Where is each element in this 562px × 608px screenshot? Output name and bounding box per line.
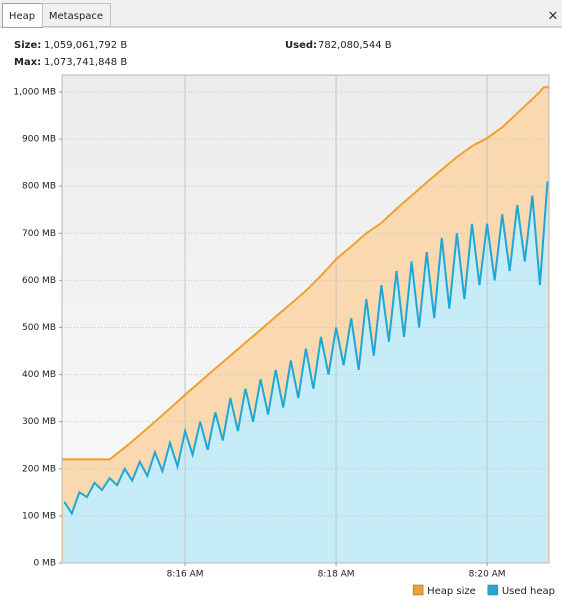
stat-label: Max:: [14, 57, 41, 68]
x-tick-label: 8:18 AM: [318, 570, 355, 580]
legend-label: Heap size: [427, 586, 476, 597]
series-line: [62, 86, 549, 461]
stat-value: 1,059,061,792 B: [44, 40, 127, 51]
tab-label[interactable]: Metaspace: [49, 11, 103, 22]
y-tick-label: 100 MB: [22, 511, 56, 521]
x-tick-label: 8:16 AM: [167, 570, 204, 580]
y-tick-label: 1,000 MB: [13, 87, 56, 97]
y-tick-label: 600 MB: [22, 276, 56, 286]
y-tick-label: 500 MB: [22, 323, 56, 333]
stat-label: Used:: [285, 40, 317, 51]
tab[interactable]: [42, 3, 111, 27]
y-tick-label: 700 MB: [22, 229, 56, 239]
legend-label: Used heap: [502, 586, 555, 597]
y-tick-label: 400 MB: [22, 370, 56, 380]
y-tick-label: 800 MB: [22, 182, 56, 192]
tab-label[interactable]: Heap: [9, 11, 35, 22]
stat-value: 1,073,741,848 B: [44, 57, 127, 68]
stat-label: Size:: [14, 40, 41, 51]
y-tick-label: 300 MB: [22, 417, 56, 427]
y-tick-label: 0 MB: [33, 559, 56, 569]
legend-swatch: [487, 584, 499, 596]
series-line: [63, 181, 549, 516]
plot-border: [61, 74, 550, 564]
tab-selected[interactable]: [2, 3, 43, 28]
y-tick-label: 200 MB: [22, 464, 56, 474]
x-tick-label: 8:20 AM: [469, 570, 506, 580]
y-tick-label: 900 MB: [22, 135, 56, 145]
close-button[interactable]: ×: [548, 9, 559, 24]
legend-swatch: [412, 584, 424, 596]
stat-value: 782,080,544 B: [318, 40, 392, 51]
